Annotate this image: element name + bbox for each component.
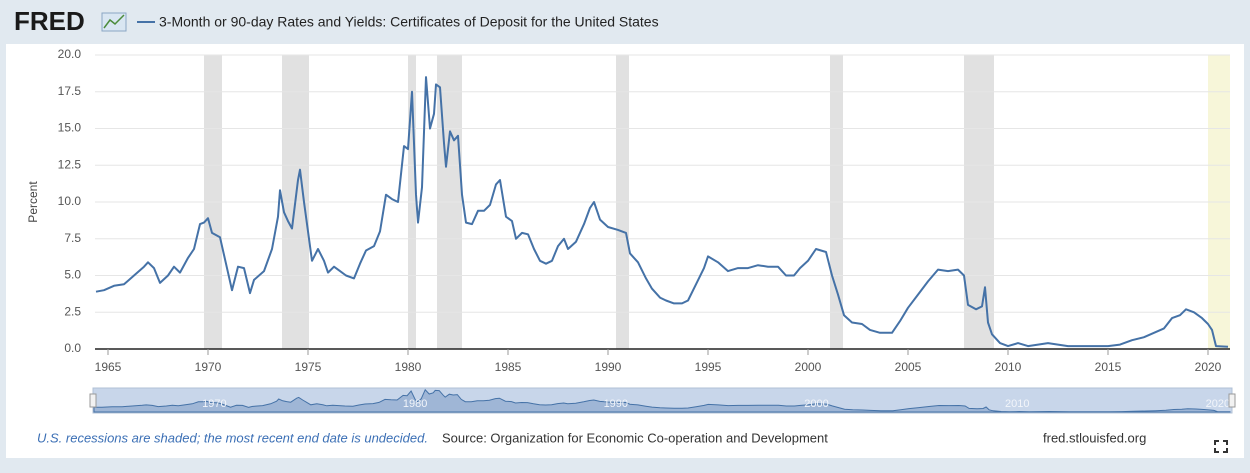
y-axis-label: Percent <box>26 181 40 223</box>
navigator-handle[interactable] <box>1228 393 1236 408</box>
x-tick-label: 2020 <box>1195 360 1222 374</box>
x-tick-label: 1965 <box>95 360 122 374</box>
x-tick-label: 2000 <box>795 360 822 374</box>
y-tick-label: 17.5 <box>58 84 82 98</box>
footer-note: U.S. recessions are shaded; the most rec… <box>37 430 428 445</box>
x-tick-label: 2010 <box>995 360 1022 374</box>
x-tick-label: 1990 <box>595 360 622 374</box>
y-tick-label: 20.0 <box>58 47 82 61</box>
x-tick-label: 1970 <box>195 360 222 374</box>
footer-site[interactable]: fred.stlouisfed.org <box>1043 430 1146 445</box>
y-tick-label: 10.0 <box>58 194 82 208</box>
fullscreen-icon[interactable] <box>1214 440 1228 453</box>
y-tick-label: 7.5 <box>64 231 81 245</box>
navigator-tick-label: 1970 <box>202 398 226 410</box>
navigator-series: 1970 1980 1990 2000 2010 2020 <box>93 388 1231 413</box>
x-tick-label: 1975 <box>295 360 322 374</box>
logo: FRED <box>14 6 85 36</box>
navigator-tick-label: 2000 <box>804 398 828 410</box>
y-tick-label: 2.5 <box>64 304 81 318</box>
footer-source: Source: Organization for Economic Co-ope… <box>442 430 828 445</box>
navigator-tick-label: 2020 <box>1206 398 1230 410</box>
x-tick-label: 1980 <box>395 360 422 374</box>
y-tick-label: 12.5 <box>58 157 82 171</box>
x-tick-label: 2015 <box>1095 360 1122 374</box>
navigator-tick-label: 1980 <box>403 398 427 410</box>
y-tick-label: 5.0 <box>64 268 81 282</box>
navigator-handle[interactable] <box>89 393 97 408</box>
logo-icon <box>101 12 127 32</box>
x-tick-label: 1985 <box>495 360 522 374</box>
legend-label: 3-Month or 90-day Rates and Yields: Cert… <box>159 14 659 30</box>
y-tick-label: 0.0 <box>64 341 81 355</box>
x-tick-label: 2005 <box>895 360 922 374</box>
navigator-area <box>93 388 1231 413</box>
series-line <box>95 76 1229 348</box>
x-tick-label: 1995 <box>695 360 722 374</box>
y-tick-label: 15.0 <box>58 121 82 135</box>
navigator-tick-label: 1990 <box>604 398 628 410</box>
navigator-tick-label: 2010 <box>1005 398 1029 410</box>
